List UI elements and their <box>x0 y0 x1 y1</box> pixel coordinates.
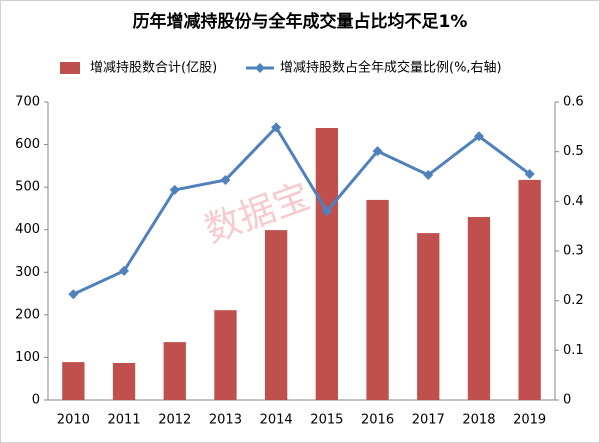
bar <box>163 342 186 400</box>
y-tick-label: 400 <box>15 222 40 237</box>
bar <box>518 179 541 400</box>
point <box>68 289 79 300</box>
line <box>72 124 531 296</box>
y2-tick-label: 0.3 <box>563 244 584 259</box>
bar <box>214 310 237 400</box>
x-tick-label: 2016 <box>361 413 394 428</box>
legend-label: 增减持股数占全年成交量比例(%,右轴) <box>280 60 502 76</box>
x-tick-label: 2018 <box>462 413 495 428</box>
x-tick-label: 2019 <box>513 413 546 428</box>
y-tick-label: 100 <box>15 350 40 365</box>
legend-swatch <box>60 62 80 74</box>
bar <box>315 127 339 401</box>
point <box>220 174 231 185</box>
legend-marker <box>255 63 265 73</box>
point <box>119 265 130 276</box>
point <box>524 169 535 180</box>
bar <box>264 230 288 400</box>
x-tick-label: 2013 <box>209 413 242 428</box>
point <box>473 131 484 142</box>
point <box>423 170 434 181</box>
y2-tick-label: 0 <box>563 393 571 408</box>
y-tick-label: 700 <box>15 95 40 110</box>
legend-label: 增减持股数合计(亿股) <box>90 61 217 76</box>
bar <box>112 362 136 400</box>
point <box>169 184 180 195</box>
y-tick-label: 200 <box>15 307 40 322</box>
bar <box>467 216 491 400</box>
x-tick-label: 2015 <box>310 413 343 428</box>
bar <box>62 362 85 400</box>
point <box>271 122 282 133</box>
y-tick-label: 500 <box>15 180 40 195</box>
bar <box>366 199 389 400</box>
point <box>372 146 383 157</box>
x-tick-label: 2014 <box>260 413 293 428</box>
bar <box>417 233 440 400</box>
y2-tick-label: 0.4 <box>563 194 584 209</box>
x-tick-label: 2011 <box>108 413 141 428</box>
point <box>321 206 332 217</box>
x-tick-label: 2012 <box>158 413 191 428</box>
y2-tick-label: 0.2 <box>563 293 584 308</box>
y2-tick-label: 0.1 <box>563 343 584 358</box>
chart-title: 历年增减持股份与全年成交量占比均不足1% <box>133 11 468 32</box>
y-tick-label: 0 <box>32 393 40 408</box>
y2-tick-label: 0.5 <box>563 144 584 159</box>
y2-tick-label: 0.6 <box>563 95 584 110</box>
x-tick-label: 2017 <box>412 413 445 428</box>
y-tick-label: 600 <box>15 137 40 152</box>
y-tick-label: 300 <box>15 265 40 280</box>
x-tick-label: 2010 <box>57 413 90 428</box>
